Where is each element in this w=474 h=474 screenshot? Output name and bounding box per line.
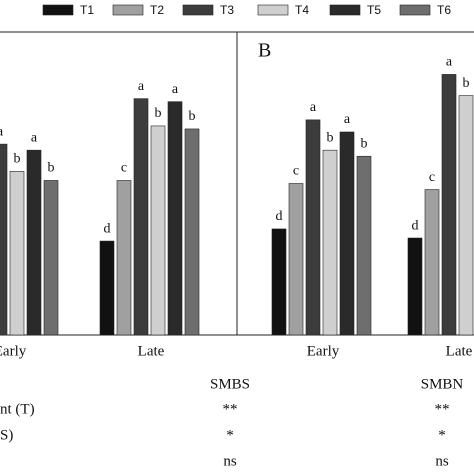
bar [288, 183, 304, 336]
bar [26, 149, 42, 336]
significance-letter: d [276, 209, 283, 224]
significance-letter: a [0, 124, 4, 139]
significance-letter: b [361, 136, 368, 151]
significance-letter: a [138, 79, 145, 94]
significance-letter: b [155, 106, 162, 121]
significance-letter: a [446, 55, 453, 70]
bar [407, 237, 423, 336]
bar [441, 74, 457, 336]
significance-letter: b [48, 161, 55, 176]
panel-label: B [258, 40, 271, 62]
bar [167, 101, 183, 336]
bar [150, 125, 166, 336]
stats-cell: * [226, 427, 234, 443]
bar [0, 143, 8, 336]
bar [305, 119, 321, 336]
legend-swatch [257, 4, 289, 16]
stats-column: SMBN [421, 376, 464, 392]
significance-letter: d [412, 218, 419, 233]
bar [116, 180, 132, 336]
bar [271, 228, 287, 336]
significance-letter: c [429, 170, 435, 185]
legend-label: T5 [367, 3, 381, 17]
legend-label: T1 [80, 3, 94, 17]
bar [184, 128, 200, 336]
stats-column: SMBS [210, 376, 250, 392]
x-tick-label: Early [307, 343, 340, 359]
significance-letter: b [463, 76, 470, 91]
legend-label: T2 [150, 3, 164, 17]
stats-cell: ** [435, 401, 450, 417]
significance-letter: b [189, 109, 196, 124]
bar [424, 189, 440, 336]
x-tick-label: Late [446, 343, 473, 359]
stats-cell: * [438, 427, 446, 443]
significance-letter: a [172, 82, 179, 97]
legend-swatch [182, 4, 214, 16]
legend-label: T4 [295, 3, 309, 17]
x-tick-label: Early [0, 343, 27, 359]
bar [322, 149, 338, 336]
bar [458, 95, 474, 336]
significance-letter: b [327, 130, 334, 145]
bar [99, 240, 115, 336]
bar [339, 131, 355, 336]
bar [9, 171, 25, 336]
legend-swatch [112, 4, 144, 16]
significance-letter: c [121, 161, 127, 176]
legend-swatch [42, 4, 74, 16]
legend-swatch [329, 4, 361, 16]
stats-cell: ns [435, 453, 449, 469]
stats-row-label: nt (T) [0, 401, 35, 417]
significance-letter: a [31, 130, 38, 145]
significance-letter: a [344, 112, 351, 127]
bar [133, 98, 149, 336]
bar [43, 180, 59, 336]
significance-letter: d [104, 221, 111, 236]
x-tick-label: Late [138, 343, 165, 359]
legend-label: T3 [220, 3, 234, 17]
stats-row-label: S) [0, 427, 13, 443]
bar [356, 155, 372, 336]
legend-swatch [399, 4, 431, 16]
significance-letter: c [293, 164, 299, 179]
stats-cell: ** [223, 401, 238, 417]
stats-cell: ns [223, 453, 237, 469]
significance-letter: a [310, 100, 317, 115]
significance-letter: b [14, 152, 21, 167]
legend-label: T6 [437, 3, 451, 17]
